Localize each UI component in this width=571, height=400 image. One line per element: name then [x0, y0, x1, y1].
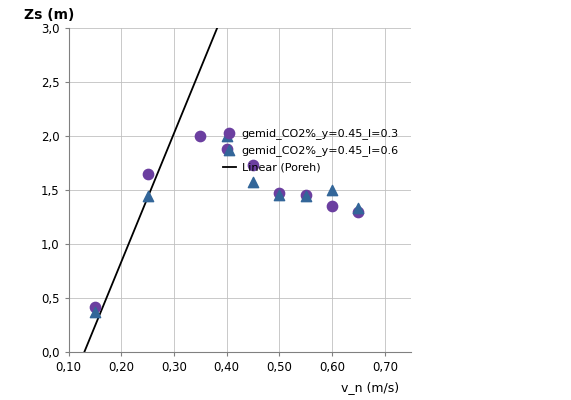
gemid_CO2%_y=0.45_l=0.3: [90, 304, 99, 310]
gemid_CO2%_y=0.45_l=0.6: [275, 192, 284, 199]
gemid_CO2%_y=0.45_l=0.3: [143, 170, 152, 177]
gemid_CO2%_y=0.45_l=0.6: [301, 193, 310, 200]
gemid_CO2%_y=0.45_l=0.3: [275, 190, 284, 196]
gemid_CO2%_y=0.45_l=0.6: [354, 205, 363, 212]
X-axis label: v_n (m/s): v_n (m/s): [341, 381, 399, 394]
gemid_CO2%_y=0.45_l=0.6: [143, 193, 152, 200]
gemid_CO2%_y=0.45_l=0.3: [196, 133, 205, 139]
gemid_CO2%_y=0.45_l=0.3: [222, 146, 231, 152]
gemid_CO2%_y=0.45_l=0.6: [328, 187, 337, 193]
Text: Zs (m): Zs (m): [24, 8, 74, 22]
Legend: gemid_CO2%_y=0.45_l=0.3, gemid_CO2%_y=0.45_l=0.6, Linear (Poreh): gemid_CO2%_y=0.45_l=0.3, gemid_CO2%_y=0.…: [219, 124, 402, 176]
gemid_CO2%_y=0.45_l=0.6: [90, 309, 99, 315]
gemid_CO2%_y=0.45_l=0.3: [248, 162, 258, 168]
gemid_CO2%_y=0.45_l=0.3: [354, 208, 363, 215]
gemid_CO2%_y=0.45_l=0.6: [248, 179, 258, 186]
gemid_CO2%_y=0.45_l=0.3: [301, 192, 310, 199]
gemid_CO2%_y=0.45_l=0.6: [222, 133, 231, 139]
gemid_CO2%_y=0.45_l=0.3: [328, 203, 337, 210]
